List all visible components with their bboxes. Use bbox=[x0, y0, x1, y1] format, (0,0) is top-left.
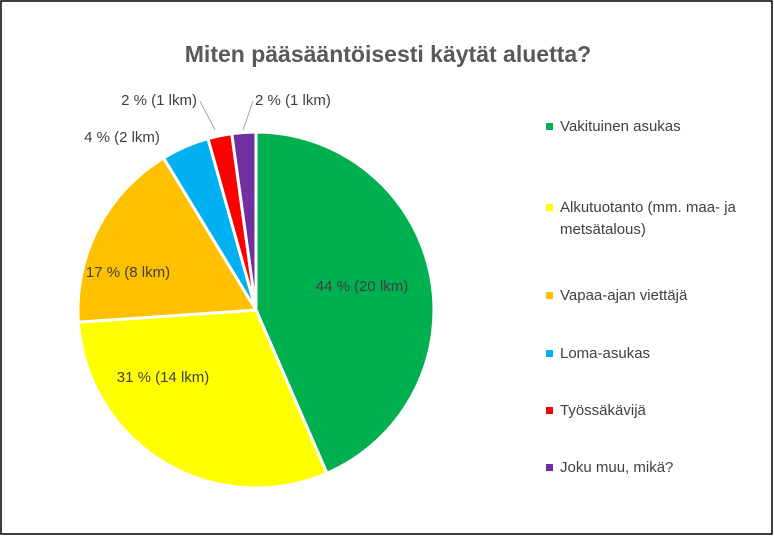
data-label: 4 % (2 lkm) bbox=[84, 129, 160, 146]
data-label: 31 % (14 lkm) bbox=[117, 369, 210, 386]
legend-swatch bbox=[546, 350, 553, 357]
legend-swatch bbox=[546, 292, 553, 299]
legend-item: Joku muu, mikä? bbox=[546, 457, 756, 479]
legend-label: Loma-asukas bbox=[560, 345, 651, 362]
legend-item: Vakituinen asukas bbox=[546, 116, 756, 138]
leader-line bbox=[242, 100, 254, 131]
legend-item: Alkutuotanto (mm. maa- ja metsätalous) bbox=[546, 197, 756, 241]
legend-swatch bbox=[546, 204, 553, 211]
legend-label: Työssäkävijä bbox=[560, 402, 646, 419]
pie-slice bbox=[76, 308, 329, 490]
legend-item: Työssäkävijä bbox=[546, 400, 756, 422]
legend-label: Vapaa-ajan viettäjä bbox=[560, 287, 688, 304]
data-label: 44 % (20 lkm) bbox=[316, 278, 409, 295]
legend-item: Loma-asukas bbox=[546, 343, 756, 365]
chart-title: Miten pääsääntöisesti käytät aluetta? bbox=[185, 41, 591, 67]
pie-slice bbox=[76, 155, 259, 324]
pie-slice bbox=[254, 130, 436, 476]
legend-swatch bbox=[546, 123, 553, 130]
data-label: 2 % (1 lkm) bbox=[121, 92, 197, 109]
data-label: 2 % (1 lkm) bbox=[255, 92, 331, 109]
legend-swatch bbox=[546, 464, 553, 471]
legend-item: Vapaa-ajan viettäjä bbox=[546, 285, 756, 307]
pie-slice bbox=[230, 130, 258, 311]
legend-label: Vakituinen asukas bbox=[560, 118, 681, 135]
leader-line bbox=[199, 100, 216, 131]
data-label: 17 % (8 lkm) bbox=[86, 264, 170, 281]
legend-label: Joku muu, mikä? bbox=[560, 459, 674, 476]
legend-label: Alkutuotanto (mm. maa- ja metsätalous) bbox=[560, 199, 736, 238]
legend-swatch bbox=[546, 407, 553, 414]
